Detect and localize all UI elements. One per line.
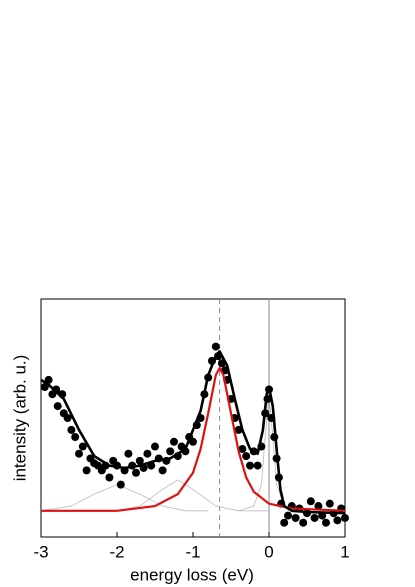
data-point: [189, 437, 197, 446]
data-point: [63, 414, 72, 422]
x-tick-label: 0: [264, 542, 273, 561]
data-point: [75, 449, 83, 458]
fit-line: [40, 350, 346, 515]
data-point: [82, 466, 91, 475]
data-point: [151, 442, 159, 451]
data-point: [53, 402, 62, 411]
data-point: [246, 461, 254, 470]
y-axis-label: intensity (arb. u.): [10, 355, 29, 482]
data-point: [314, 502, 323, 511]
fit-line: [40, 484, 209, 512]
fit-line: [116, 479, 269, 512]
data-point: [166, 447, 175, 456]
data-point: [299, 518, 308, 527]
data-point: [135, 456, 144, 465]
data-point: [284, 511, 292, 520]
data-point: [322, 518, 330, 527]
data-point: [158, 466, 167, 475]
data-point: [78, 442, 87, 451]
data-point: [71, 433, 80, 442]
data-point: [132, 468, 140, 477]
x-axis-label: energy loss (eV): [130, 565, 254, 584]
data-point: [306, 497, 315, 506]
data-point: [124, 449, 133, 458]
data-point: [291, 513, 300, 522]
x-tick-label: -1: [185, 542, 200, 561]
data-point: [238, 444, 247, 453]
data-point: [325, 499, 334, 508]
data-point: [67, 425, 76, 434]
data-point: [170, 437, 178, 446]
data-point: [341, 513, 349, 522]
data-point: [105, 473, 114, 482]
x-tick-label: 1: [340, 542, 349, 561]
x-tick-label: -3: [33, 542, 48, 561]
data-point: [333, 516, 342, 525]
fit-line: [41, 366, 346, 512]
data-point: [242, 452, 251, 461]
data-point: [310, 513, 319, 522]
x-tick-label: -2: [109, 542, 124, 561]
plot-frame: [40, 298, 346, 538]
data-point: [143, 449, 152, 458]
data-point: [116, 480, 125, 489]
data-point: [253, 461, 262, 470]
data-point: [211, 342, 220, 351]
data-point: [280, 518, 289, 527]
